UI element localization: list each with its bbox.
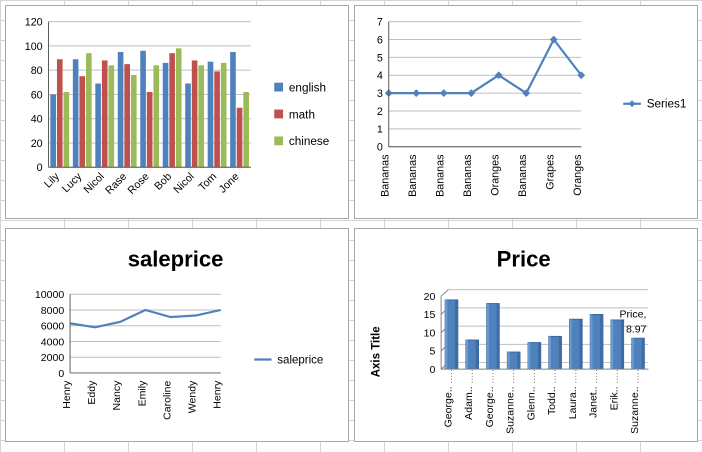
svg-text:5: 5 xyxy=(429,346,435,358)
svg-text:Lucy: Lucy xyxy=(60,170,85,195)
svg-text:Bananas: Bananas xyxy=(517,155,529,197)
svg-text:Laura..: Laura.. xyxy=(567,386,579,419)
svg-text:Suzanne..: Suzanne.. xyxy=(629,386,641,434)
svg-text:10: 10 xyxy=(424,327,436,339)
svg-text:Price: Price xyxy=(497,246,551,271)
svg-text:100: 100 xyxy=(25,41,43,53)
svg-text:Bananas: Bananas xyxy=(380,155,392,197)
svg-text:Henry: Henry xyxy=(212,380,224,409)
svg-text:Nicol: Nicol xyxy=(81,171,106,196)
svg-text:Grapes: Grapes xyxy=(545,155,557,190)
svg-text:George..: George.. xyxy=(442,386,454,427)
svg-text:20: 20 xyxy=(424,291,436,303)
svg-text:3: 3 xyxy=(377,88,383,100)
svg-text:chinese: chinese xyxy=(289,135,329,148)
svg-text:1: 1 xyxy=(377,124,383,136)
svg-text:20: 20 xyxy=(31,138,43,150)
svg-text:George..: George.. xyxy=(484,386,496,427)
svg-text:math: math xyxy=(289,108,315,121)
svg-text:4000: 4000 xyxy=(41,336,65,348)
svg-text:0: 0 xyxy=(429,364,435,376)
svg-text:40: 40 xyxy=(31,114,43,126)
svg-text:Nancy: Nancy xyxy=(111,380,123,411)
svg-text:Janet..: Janet.. xyxy=(588,386,600,418)
svg-text:60: 60 xyxy=(31,89,43,101)
svg-text:80: 80 xyxy=(31,65,43,77)
svg-text:8000: 8000 xyxy=(41,305,65,317)
svg-text:Nicol: Nicol xyxy=(171,171,196,196)
svg-text:2: 2 xyxy=(377,106,383,118)
svg-text:english: english xyxy=(289,82,326,95)
svg-text:Emily: Emily xyxy=(136,380,148,407)
svg-text:0: 0 xyxy=(37,162,43,174)
svg-text:5: 5 xyxy=(377,52,383,64)
svg-text:Price,: Price, xyxy=(620,308,647,320)
svg-text:Oranges: Oranges xyxy=(572,155,584,196)
svg-text:7: 7 xyxy=(377,17,383,29)
svg-text:6: 6 xyxy=(377,34,383,46)
svg-text:Erik..: Erik.. xyxy=(608,386,620,410)
svg-text:6000: 6000 xyxy=(41,321,65,333)
svg-text:Caroline: Caroline xyxy=(161,380,173,419)
svg-text:8.97: 8.97 xyxy=(626,324,647,336)
svg-text:saleprice: saleprice xyxy=(277,354,323,366)
svg-text:2000: 2000 xyxy=(41,352,65,364)
svg-text:saleprice: saleprice xyxy=(128,246,224,271)
svg-text:Henry: Henry xyxy=(61,380,73,409)
svg-text:Eddy: Eddy xyxy=(86,380,98,405)
svg-text:15: 15 xyxy=(424,309,436,321)
svg-text:4: 4 xyxy=(377,70,383,82)
svg-text:Glenn..: Glenn.. xyxy=(525,386,537,420)
svg-text:Adam..: Adam.. xyxy=(463,386,475,419)
svg-text:Todd..: Todd.. xyxy=(546,386,558,415)
svg-text:0: 0 xyxy=(377,142,383,154)
svg-text:120: 120 xyxy=(25,17,43,29)
svg-text:Rose: Rose xyxy=(126,171,152,197)
svg-text:Suzanne..: Suzanne.. xyxy=(505,386,517,434)
svg-text:Jone: Jone xyxy=(217,171,242,196)
svg-text:Wendy: Wendy xyxy=(187,380,199,413)
svg-text:Bob: Bob xyxy=(152,171,174,193)
svg-text:Axis Title: Axis Title xyxy=(371,326,383,377)
svg-text:Bananas: Bananas xyxy=(435,155,447,197)
svg-text:Tom: Tom xyxy=(196,171,219,194)
svg-text:Bananas: Bananas xyxy=(462,155,474,197)
svg-text:Series1: Series1 xyxy=(647,98,687,111)
svg-text:Oranges: Oranges xyxy=(490,155,502,196)
svg-text:0: 0 xyxy=(58,368,64,380)
svg-text:10000: 10000 xyxy=(35,289,64,301)
svg-text:Rase: Rase xyxy=(103,171,129,197)
svg-text:Bananas: Bananas xyxy=(407,155,419,197)
